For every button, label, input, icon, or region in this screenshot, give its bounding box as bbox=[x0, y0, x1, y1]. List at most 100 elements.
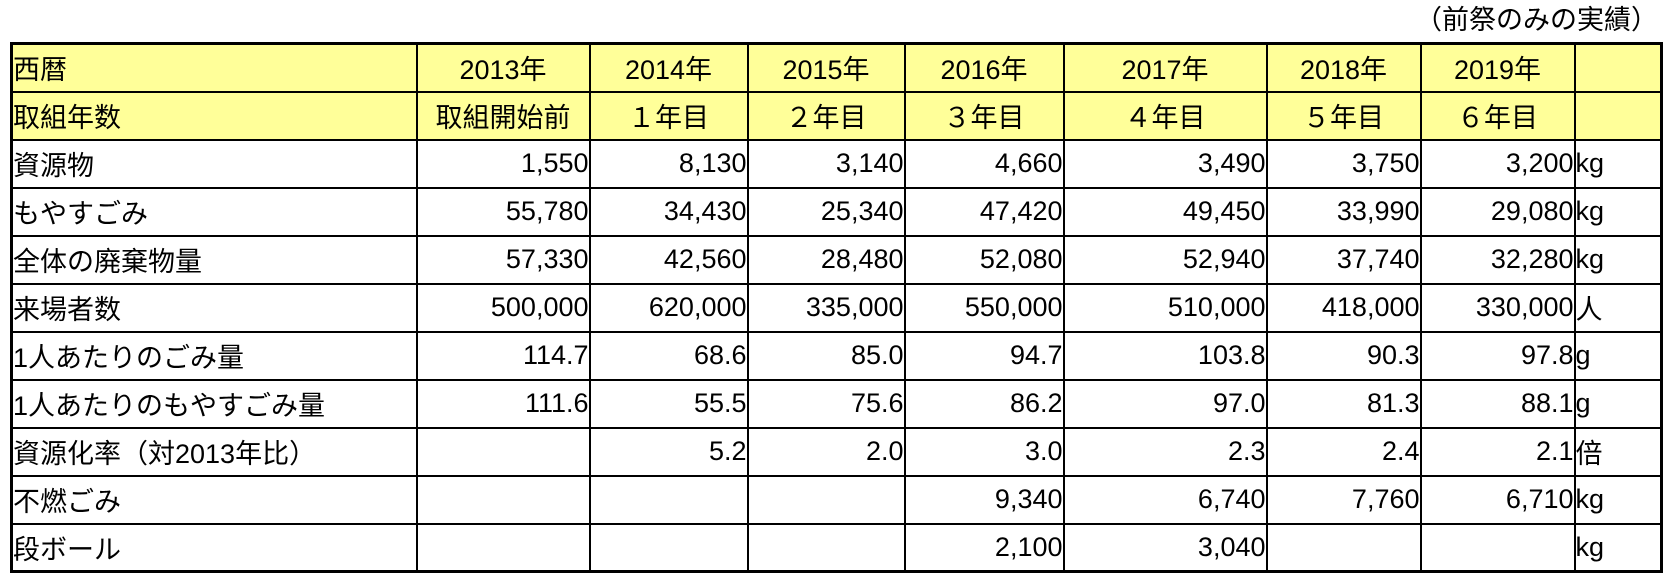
row-label: 資源物 bbox=[10, 138, 418, 189]
value-cell: 335,000 bbox=[746, 282, 906, 333]
header-year-cell: ６年目 bbox=[1419, 90, 1576, 141]
value-cell: 90.3 bbox=[1265, 330, 1422, 381]
value-cell bbox=[588, 522, 749, 573]
value-cell: 3.0 bbox=[903, 426, 1065, 477]
row-label: 段ボール bbox=[10, 522, 418, 573]
header-year-cell: 2013年 bbox=[415, 42, 591, 93]
header-unit-cell bbox=[1573, 90, 1663, 141]
value-cell: 103.8 bbox=[1062, 330, 1268, 381]
value-cell: 32,280 bbox=[1419, 234, 1576, 285]
value-cell: 7,760 bbox=[1265, 474, 1422, 525]
row-label: 資源化率（対2013年比） bbox=[10, 426, 418, 477]
header-row-label: 西暦 bbox=[10, 42, 418, 93]
header-year-cell: 2014年 bbox=[588, 42, 749, 93]
value-cell: 55,780 bbox=[415, 186, 591, 237]
row-label: 1人あたりのごみ量 bbox=[10, 330, 418, 381]
value-cell: 47,420 bbox=[903, 186, 1065, 237]
header-year-cell: 取組開始前 bbox=[415, 90, 591, 141]
value-cell: 42,560 bbox=[588, 234, 749, 285]
value-cell: 8,130 bbox=[588, 138, 749, 189]
header-year-cell: 2017年 bbox=[1062, 42, 1268, 93]
value-cell bbox=[415, 522, 591, 573]
header-year-cell: ５年目 bbox=[1265, 90, 1422, 141]
unit-cell: 倍 bbox=[1573, 426, 1663, 477]
header-year-cell: ３年目 bbox=[903, 90, 1065, 141]
table-row: 来場者数 500,000 620,000 335,000 550,000 510,000 4… bbox=[10, 282, 1663, 333]
value-cell: 88.1 bbox=[1419, 378, 1576, 429]
value-cell: 33,990 bbox=[1265, 186, 1422, 237]
value-cell: 6,710 bbox=[1419, 474, 1576, 525]
value-cell: 52,940 bbox=[1062, 234, 1268, 285]
value-cell: 3,040 bbox=[1062, 522, 1268, 573]
unit-cell: kg bbox=[1573, 138, 1663, 189]
table-body: 資源物 1,550 8,130 3,140 4,660 3,490 3,750 3,200 kg… bbox=[10, 138, 1663, 573]
value-cell: 510,000 bbox=[1062, 282, 1268, 333]
unit-cell: kg bbox=[1573, 522, 1663, 573]
value-cell: 1,550 bbox=[415, 138, 591, 189]
value-cell: 6,740 bbox=[1062, 474, 1268, 525]
row-label: 1人あたりのもやすごみ量 bbox=[10, 378, 418, 429]
table-row: 不燃ごみ 9,340 6,740 7,760 6,710 kg bbox=[10, 474, 1663, 525]
value-cell: 3,200 bbox=[1419, 138, 1576, 189]
value-cell: 97.0 bbox=[1062, 378, 1268, 429]
value-cell: 2.3 bbox=[1062, 426, 1268, 477]
value-cell: 9,340 bbox=[903, 474, 1065, 525]
value-cell bbox=[1265, 522, 1422, 573]
value-cell: 550,000 bbox=[903, 282, 1065, 333]
table-row: 1人あたりのもやすごみ量 111.6 55.5 75.6 86.2 97.0 81.3 88.… bbox=[10, 378, 1663, 429]
value-cell: 75.6 bbox=[746, 378, 906, 429]
value-cell: 55.5 bbox=[588, 378, 749, 429]
unit-cell: g bbox=[1573, 330, 1663, 381]
value-cell bbox=[746, 474, 906, 525]
waste-statistics-table: 西暦 2013年 2014年 2015年 2016年 2017年 2018年 2019年 取組年… bbox=[10, 42, 1663, 573]
value-cell: 2,100 bbox=[903, 522, 1065, 573]
value-cell bbox=[1419, 522, 1576, 573]
value-cell: 4,660 bbox=[903, 138, 1065, 189]
header-year-cell: ４年目 bbox=[1062, 90, 1268, 141]
table-row: 全体の廃棄物量 57,330 42,560 28,480 52,080 52,940 37,… bbox=[10, 234, 1663, 285]
row-label: もやすごみ bbox=[10, 186, 418, 237]
value-cell: 29,080 bbox=[1419, 186, 1576, 237]
table-caption: （前祭のみの実績） bbox=[1415, 5, 1658, 35]
row-label: 全体の廃棄物量 bbox=[10, 234, 418, 285]
value-cell: 94.7 bbox=[903, 330, 1065, 381]
value-cell: 3,750 bbox=[1265, 138, 1422, 189]
unit-cell: 人 bbox=[1573, 282, 1663, 333]
header-year-cell: １年目 bbox=[588, 90, 749, 141]
value-cell: 114.7 bbox=[415, 330, 591, 381]
unit-cell: kg bbox=[1573, 186, 1663, 237]
value-cell: 52,080 bbox=[903, 234, 1065, 285]
value-cell: 3,490 bbox=[1062, 138, 1268, 189]
value-cell: 57,330 bbox=[415, 234, 591, 285]
header-year-cell: 2019年 bbox=[1419, 42, 1576, 93]
value-cell: 97.8 bbox=[1419, 330, 1576, 381]
value-cell: 2.0 bbox=[746, 426, 906, 477]
value-cell: 86.2 bbox=[903, 378, 1065, 429]
value-cell: 34,430 bbox=[588, 186, 749, 237]
table-header: 西暦 2013年 2014年 2015年 2016年 2017年 2018年 2019年 取組年… bbox=[10, 42, 1663, 141]
value-cell: 620,000 bbox=[588, 282, 749, 333]
header-unit-cell bbox=[1573, 42, 1663, 93]
header-row: 西暦 2013年 2014年 2015年 2016年 2017年 2018年 2019年 bbox=[10, 42, 1663, 93]
value-cell: 28,480 bbox=[746, 234, 906, 285]
table-row: 1人あたりのごみ量 114.7 68.6 85.0 94.7 103.8 90.3 97.8 g bbox=[10, 330, 1663, 381]
value-cell: 49,450 bbox=[1062, 186, 1268, 237]
value-cell: 81.3 bbox=[1265, 378, 1422, 429]
table-row: 資源物 1,550 8,130 3,140 4,660 3,490 3,750 3,200 kg bbox=[10, 138, 1663, 189]
value-cell: 37,740 bbox=[1265, 234, 1422, 285]
value-cell: 418,000 bbox=[1265, 282, 1422, 333]
table-row: 段ボール 2,100 3,040 kg bbox=[10, 522, 1663, 573]
value-cell: 2.4 bbox=[1265, 426, 1422, 477]
value-cell: 2.1 bbox=[1419, 426, 1576, 477]
value-cell: 3,140 bbox=[746, 138, 906, 189]
row-label: 来場者数 bbox=[10, 282, 418, 333]
value-cell: 5.2 bbox=[588, 426, 749, 477]
unit-cell: kg bbox=[1573, 474, 1663, 525]
header-year-cell: 2015年 bbox=[746, 42, 906, 93]
value-cell: 85.0 bbox=[746, 330, 906, 381]
row-label: 不燃ごみ bbox=[10, 474, 418, 525]
table-row: もやすごみ 55,780 34,430 25,340 47,420 49,450 33,99… bbox=[10, 186, 1663, 237]
unit-cell: kg bbox=[1573, 234, 1663, 285]
header-year-cell: 2016年 bbox=[903, 42, 1065, 93]
value-cell bbox=[415, 426, 591, 477]
